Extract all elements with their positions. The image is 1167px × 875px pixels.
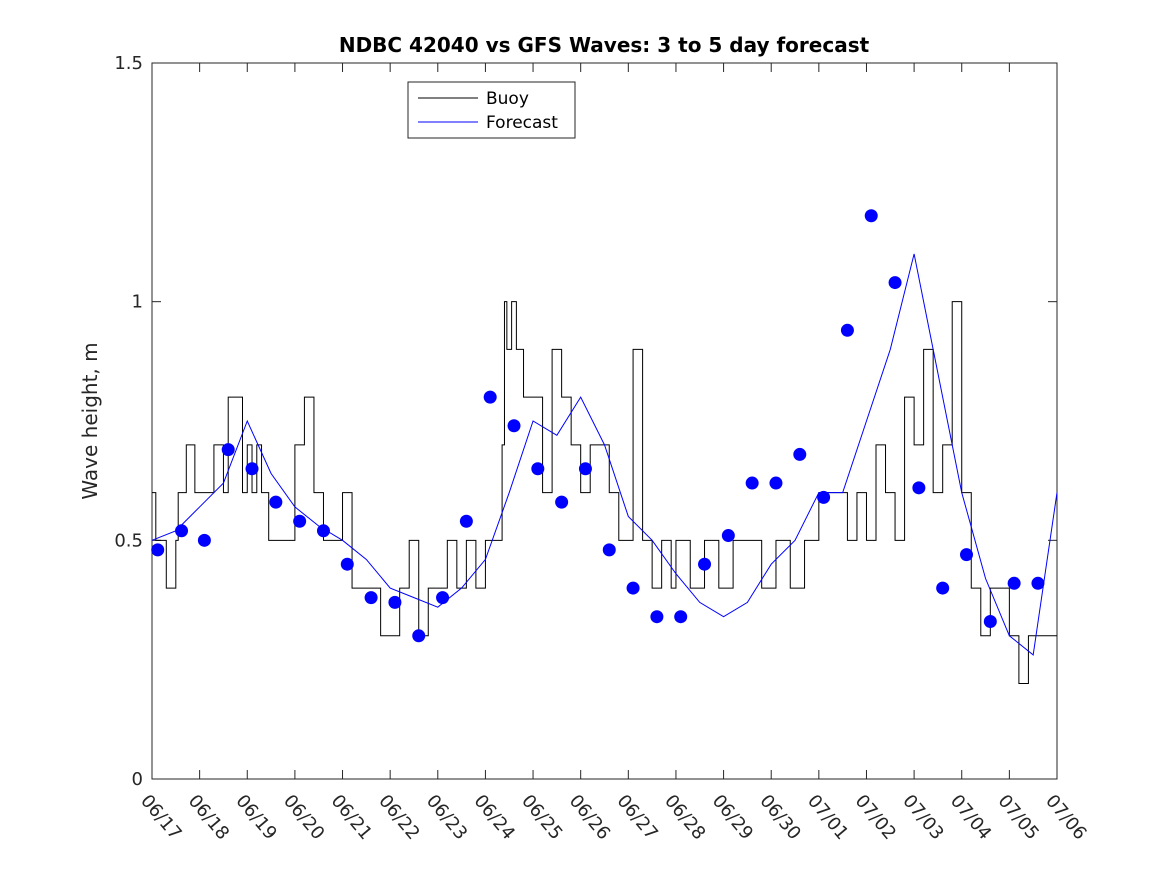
- forecast-point: [912, 481, 926, 495]
- forecast-point: [1007, 576, 1021, 590]
- forecast-point: [531, 462, 545, 476]
- forecast-point: [151, 543, 165, 557]
- forecast-point: [364, 591, 378, 605]
- forecast-point: [269, 495, 283, 509]
- forecast-point: [483, 390, 497, 404]
- forecast-point: [650, 610, 664, 624]
- forecast-point: [316, 524, 330, 538]
- axes-box: [151, 62, 1058, 780]
- forecast-point: [983, 614, 997, 628]
- y-tick-label: 1: [132, 292, 143, 313]
- forecast-point: [793, 447, 807, 461]
- forecast-point: [555, 495, 569, 509]
- forecast-point: [436, 591, 450, 605]
- y-axis-label: Wave height, m: [78, 342, 102, 499]
- forecast-point: [745, 476, 759, 490]
- chart-title: NDBC 42040 vs GFS Waves: 3 to 5 day fore…: [339, 33, 870, 57]
- forecast-point: [840, 323, 854, 337]
- y-tick-label: 0.5: [114, 530, 143, 551]
- forecast-point: [769, 476, 783, 490]
- forecast-point: [459, 514, 473, 528]
- forecast-point: [626, 581, 640, 595]
- forecast-point: [245, 462, 259, 476]
- forecast-point: [197, 533, 211, 547]
- forecast-point: [388, 595, 402, 609]
- forecast-point: [340, 557, 354, 571]
- series-line-forecast: [151, 253, 1058, 656]
- legend-label-buoy: Buoy: [486, 89, 529, 109]
- forecast-point: [507, 419, 521, 433]
- legend: Buoy Forecast: [407, 81, 576, 139]
- forecast-point: [175, 524, 189, 538]
- forecast-point: [674, 610, 688, 624]
- forecast-point: [578, 462, 592, 476]
- series-line-buoy: [152, 301, 1057, 685]
- legend-label-forecast: Forecast: [486, 113, 558, 133]
- forecast-point: [721, 529, 735, 543]
- forecast-point: [412, 629, 426, 643]
- forecast-point: [293, 514, 307, 528]
- forecast-point: [936, 581, 950, 595]
- legend-box: [407, 81, 576, 139]
- forecast-point: [817, 490, 831, 504]
- forecast-point: [1031, 576, 1045, 590]
- forecast-point: [602, 543, 616, 557]
- y-tick-label: 1.5: [114, 53, 143, 74]
- forecast-point: [864, 209, 878, 223]
- forecast-point: [698, 557, 712, 571]
- y-tick-label: 0: [132, 769, 143, 790]
- forecast-point: [221, 443, 235, 457]
- forecast-point: [960, 548, 973, 562]
- forecast-point: [888, 276, 902, 290]
